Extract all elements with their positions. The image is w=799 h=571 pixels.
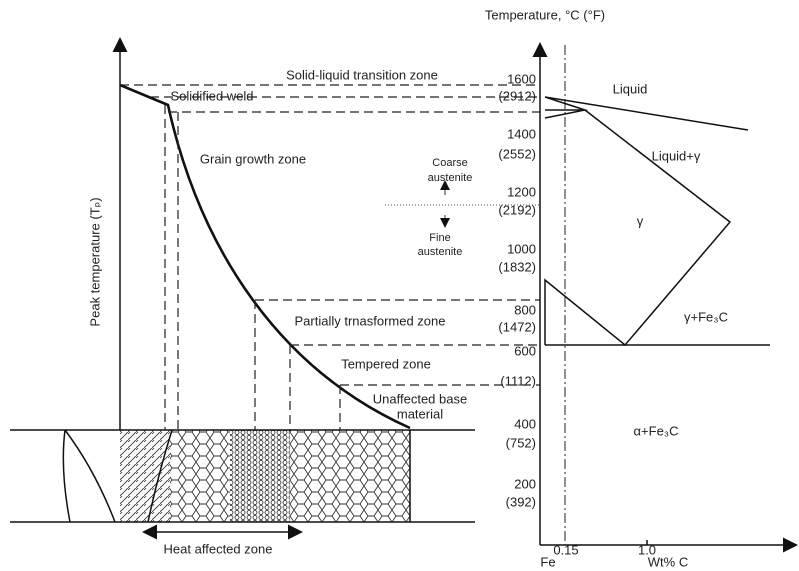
- zone-label: material: [397, 406, 443, 421]
- zone-label: Fine: [429, 232, 450, 244]
- axis-title: Temperature, °C (°F): [485, 7, 605, 22]
- zone-label: austenite: [428, 172, 473, 184]
- tick-celsius: 600: [514, 343, 536, 358]
- zone-label: Heat affected zone: [164, 541, 273, 556]
- x-tick-label: 0.15: [553, 542, 578, 557]
- tick-celsius: 200: [514, 476, 536, 491]
- tick-celsius: 1600: [507, 71, 536, 86]
- x-origin: Fe: [540, 554, 555, 569]
- tick-fahrenheit: (1112): [500, 373, 536, 388]
- tick-fahrenheit: (392): [506, 494, 536, 509]
- axis-title: Peak temperature (Tₚ): [87, 197, 102, 326]
- tick-celsius: 1200: [507, 184, 536, 199]
- tick-celsius: 400: [514, 416, 536, 431]
- phase-label: α+Fe₃C: [634, 423, 679, 438]
- tick-fahrenheit: (2912): [498, 88, 536, 103]
- x-tick-label: 1.0: [638, 542, 656, 557]
- tick-fahrenheit: (2552): [498, 146, 536, 161]
- tick-fahrenheit: (2192): [498, 202, 536, 217]
- zone-label: Grain growth zone: [200, 151, 306, 166]
- zone-label: austenite: [418, 246, 463, 258]
- phase-label: γ+Fe₃C: [684, 309, 728, 324]
- zone-label: Unaffected base: [373, 391, 467, 406]
- phase-diagram: [532, 42, 798, 553]
- zone-label: Partially trnasformed zone: [294, 313, 445, 328]
- tick-celsius: 800: [514, 302, 536, 317]
- temperature-ticks: 1600 (2912) 1400 (2552) 1200 (2192) 1000 (1832)…: [498, 71, 536, 509]
- phase-label: γ: [637, 213, 644, 228]
- tick-fahrenheit: (752): [506, 435, 536, 450]
- tick-celsius: 1000: [507, 241, 536, 256]
- peak-curve: [119, 83, 411, 430]
- guides: [120, 84, 540, 430]
- weld-section: [10, 429, 475, 523]
- zone-label: Tempered zone: [341, 356, 431, 371]
- x-axis-title: Wt% C: [648, 554, 688, 569]
- tick-celsius: 1400: [507, 126, 536, 141]
- tick-fahrenheit: (1472): [498, 319, 536, 334]
- phase-label: Liquid: [613, 81, 648, 96]
- zone-label: Coarse: [432, 157, 467, 169]
- phase-label: Liquid+γ: [652, 148, 701, 163]
- zone-label: Solidified weld: [170, 88, 253, 103]
- zone-label: Solid-liquid transition zone: [286, 67, 438, 82]
- tick-fahrenheit: (1832): [498, 259, 536, 274]
